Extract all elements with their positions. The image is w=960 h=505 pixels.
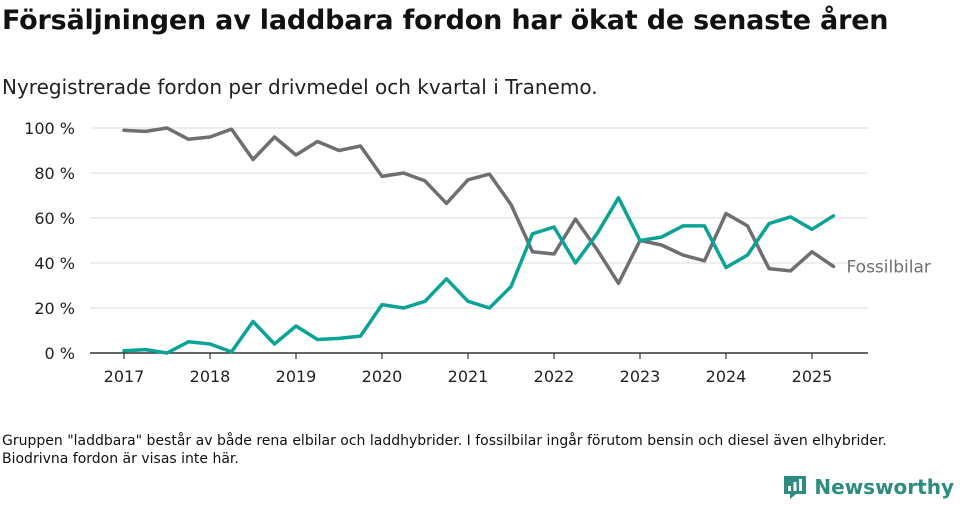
x-tick-label: 2019 (276, 367, 317, 386)
chart-subtitle: Nyregistrerade fordon per drivmedel och … (2, 75, 598, 99)
y-tick-label: 20 % (34, 299, 75, 318)
x-tick-label: 2020 (362, 367, 403, 386)
footnote: Gruppen "laddbara" består av både rena e… (2, 433, 887, 467)
series-line-laddbara (122, 196, 836, 355)
brand-logo: Newsworthy (782, 474, 954, 500)
brand-name: Newsworthy (814, 475, 954, 499)
line-chart: 0 % 20 % 40 % 60 % 80 % 100 % 2017 2018 2019 2020… (24, 119, 931, 386)
y-tick-label: 80 % (34, 164, 75, 183)
y-tick-label: 60 % (34, 209, 75, 228)
x-tick-label: 2022 (534, 367, 575, 386)
y-tick-label: 0 % (45, 344, 75, 363)
x-tick-label: 2023 (620, 367, 661, 386)
chart-title: Försäljningen av laddbara fordon har öka… (2, 5, 889, 36)
x-tick-label: 2017 (104, 367, 145, 386)
x-tick-label: 2018 (190, 367, 231, 386)
series-label: Fossilbilar (847, 257, 931, 277)
y-tick-label: 40 % (34, 254, 75, 273)
x-tick-label: 2024 (706, 367, 747, 386)
y-tick-label: 100 % (24, 119, 75, 138)
x-tick-label: 2025 (792, 367, 833, 386)
x-tick-label: 2021 (448, 367, 489, 386)
newsworthy-logo-icon (784, 476, 807, 499)
series-line-fossilbilar (122, 126, 836, 286)
